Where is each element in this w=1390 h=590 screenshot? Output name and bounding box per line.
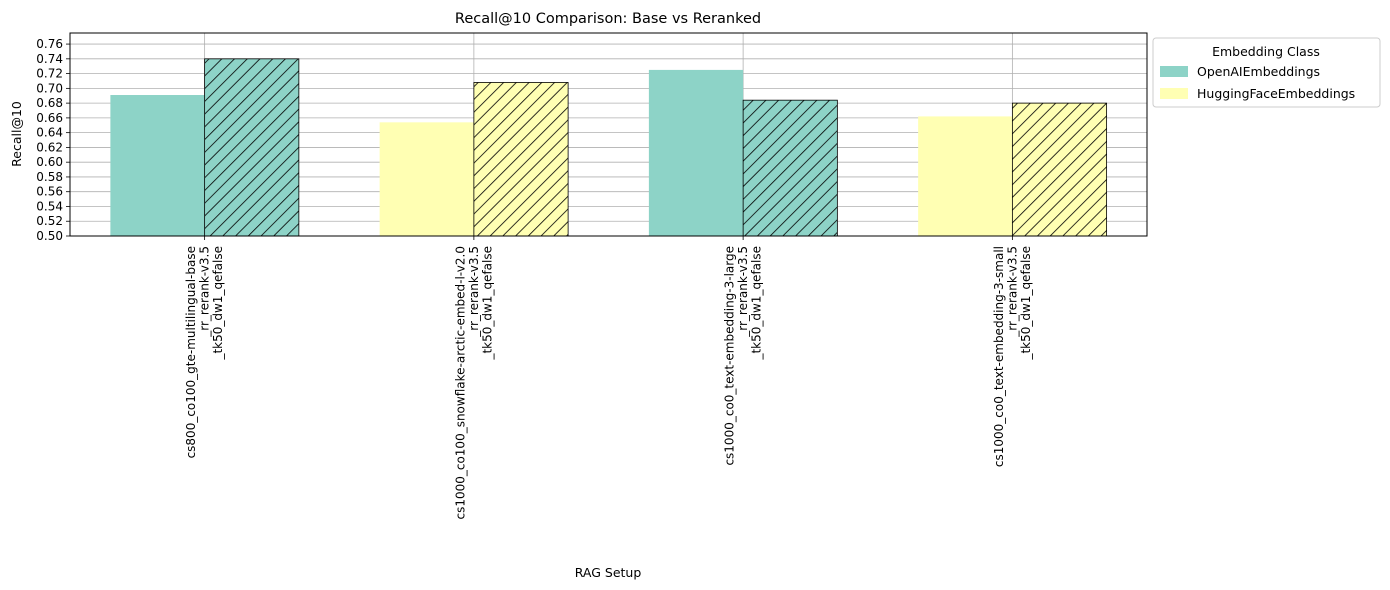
legend-frame: [1152, 37, 1381, 108]
y-tick-label: 0.54: [36, 199, 63, 213]
y-tick-label: 0.58: [36, 170, 63, 184]
y-tick-label: 0.52: [36, 214, 63, 228]
legend: Embedding Class OpenAIEmbeddings Hugging…: [1152, 37, 1381, 108]
y-axis-label: Recall@10: [9, 101, 24, 167]
bar-base: [379, 122, 474, 236]
y-tick-label: 0.50: [36, 229, 63, 243]
bar-base: [918, 116, 1013, 236]
x-tick-label: _tk50_dw1_qefalse: [211, 246, 225, 361]
bar-base: [648, 69, 744, 236]
x-tick-label: _tk50_dw1_qefalse: [480, 246, 494, 361]
y-tick-label: 0.70: [36, 81, 63, 95]
chart-title: Recall@10 Comparison: Base vs Reranked: [455, 11, 761, 27]
x-tick-label: _tk50_dw1_qefalse: [1019, 246, 1033, 361]
y-tick-label: 0.74: [36, 52, 63, 66]
legend-swatch-openai: [1160, 66, 1188, 77]
x-tick-label: _rr_rerank-v3.5: [467, 246, 481, 338]
legend-label-openai: OpenAIEmbeddings: [1197, 64, 1320, 79]
x-tick-label: _tk50_dw1_qefalse: [750, 246, 764, 361]
x-tick-label: cs1000_co100_snowflake-arctic-embed-l-v2…: [453, 246, 467, 520]
x-axis-label: RAG Setup: [575, 565, 642, 580]
x-tick-label: _rr_rerank-v3.5: [1005, 246, 1019, 338]
y-tick-label: 0.56: [36, 185, 63, 199]
y-tick-label: 0.62: [36, 140, 63, 154]
bars: [110, 58, 1108, 237]
y-tick-label: 0.68: [36, 96, 63, 110]
y-axis: 0.500.520.540.560.580.600.620.640.660.68…: [36, 37, 70, 243]
x-tick-label: _rr_rerank-v3.5: [736, 246, 750, 338]
legend-title: Embedding Class: [1212, 44, 1320, 59]
y-tick-label: 0.76: [36, 37, 63, 51]
x-tick-label: _rr_rerank-v3.5: [198, 246, 212, 338]
bar-reranked-hatch: [742, 99, 838, 237]
plot-frame: [69, 32, 1148, 237]
x-tick-label: cs800_co100_gte-multilingual-base: [184, 246, 198, 458]
bar-reranked-hatch: [473, 82, 569, 237]
y-tick-label: 0.60: [36, 155, 63, 169]
bar-reranked-hatch: [204, 58, 300, 237]
legend-label-huggingface: HuggingFaceEmbeddings: [1197, 86, 1355, 101]
legend-swatch-huggingface: [1160, 88, 1188, 99]
x-tick-label: cs1000_co0_text-embedding-3-small: [992, 246, 1006, 467]
y-tick-label: 0.72: [36, 67, 63, 81]
bar-reranked-hatch: [1011, 102, 1108, 237]
bar-base: [110, 95, 205, 237]
y-tick-label: 0.66: [36, 111, 63, 125]
y-tick-label: 0.64: [36, 126, 63, 140]
x-tick-label: cs1000_co0_text-embedding-3-large: [723, 246, 737, 466]
x-axis: cs800_co100_gte-multilingual-base _rr_rer…: [184, 236, 1033, 520]
